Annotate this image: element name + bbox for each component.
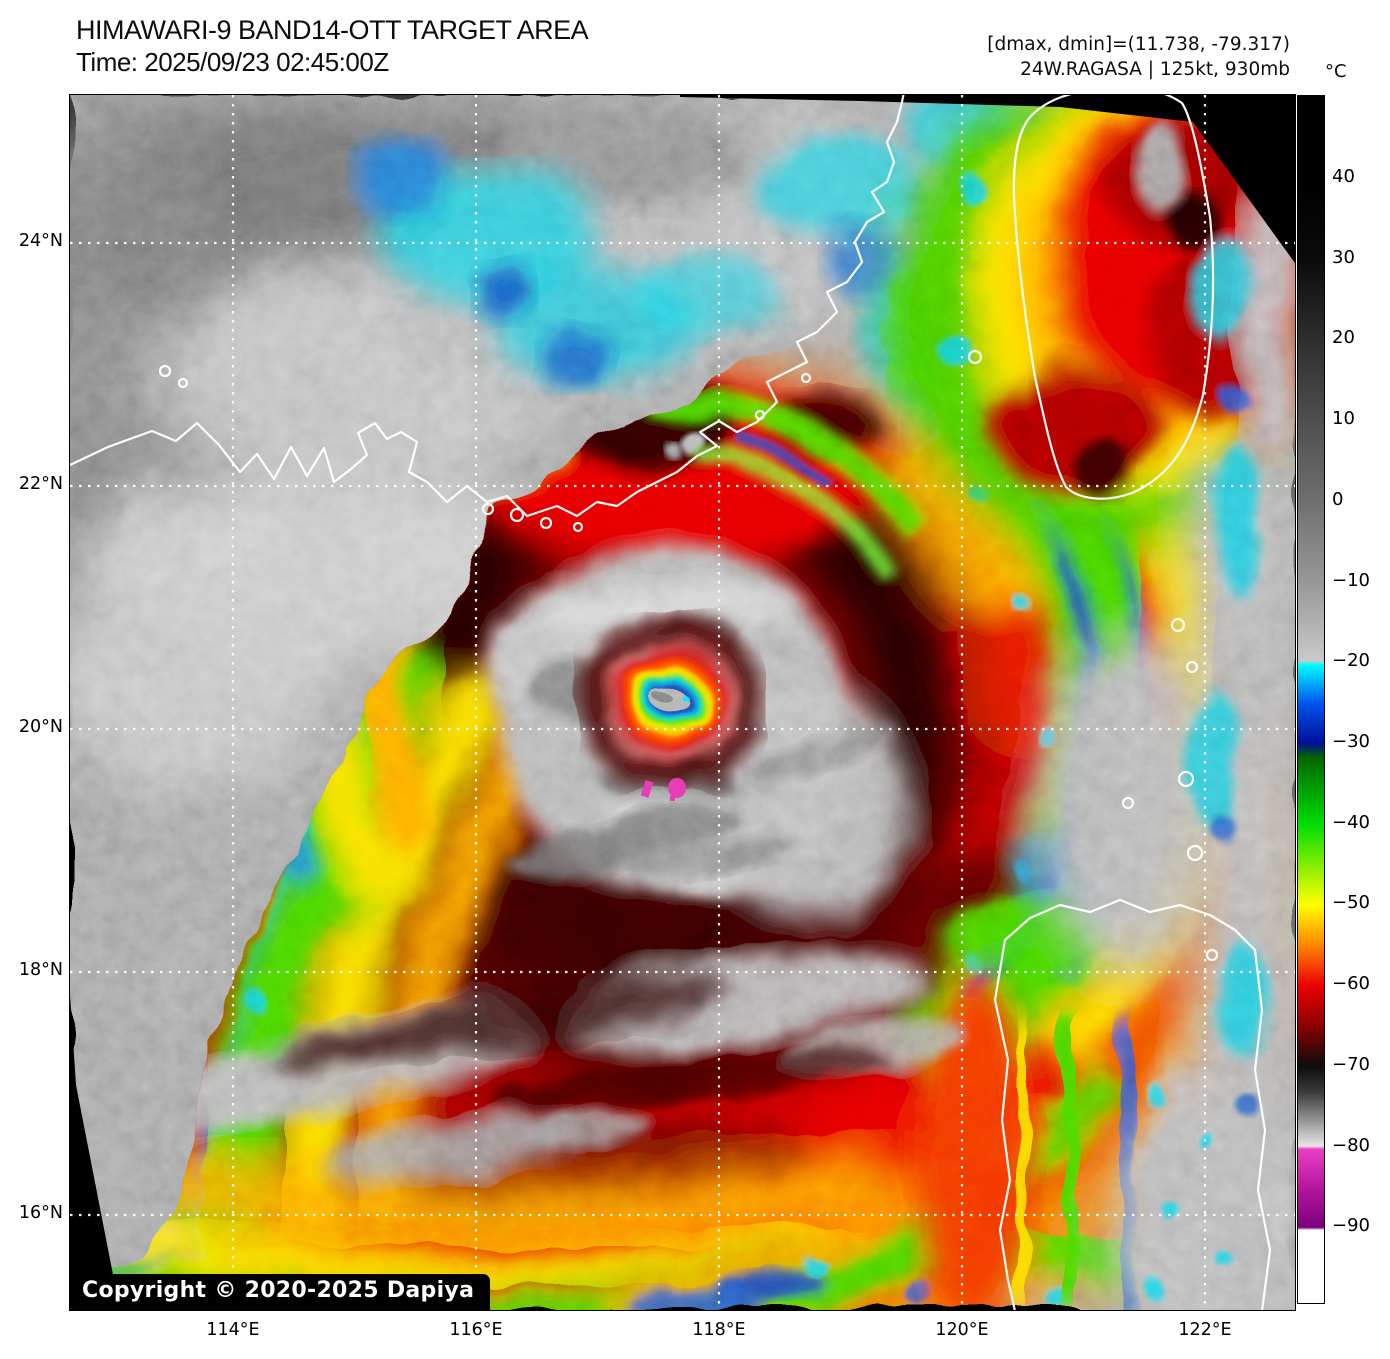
coastline-luzon-north (1003, 898, 1257, 952)
lon-tick-label: 114°E (206, 1320, 260, 1340)
colorbar-tick-label: −60 (1332, 973, 1370, 995)
coastline-penghu (967, 349, 983, 365)
colorbar-tick-label: −10 (1332, 569, 1370, 591)
coastline-islet (1170, 617, 1186, 633)
coastline-islet (1185, 660, 1199, 674)
colorbar-tick-label: 40 (1332, 166, 1355, 187)
colorbar-tick-label: 10 (1332, 408, 1355, 430)
satellite-map: Copyright © 2020-2025 Dapiya (69, 94, 1296, 1311)
colorbar-tick-label: −80 (1332, 1134, 1370, 1156)
coastline-islet (800, 372, 812, 384)
coastline-islet (572, 521, 584, 533)
copyright-badge: Copyright © 2020-2025 Dapiya (70, 1274, 491, 1310)
colorbar-tick-label: −50 (1332, 892, 1370, 914)
stats-block: [dmax, dmin]=(11.738, -79.317) 24W.RAGAS… (987, 33, 1290, 83)
coastlines (70, 95, 1272, 1310)
noise-overlay-coarse (70, 95, 1295, 1310)
coastline-luzon-west (993, 938, 1016, 1310)
lat-tick-label: 24°N (18, 231, 63, 251)
lat-tick-label: 22°N (18, 474, 63, 494)
dmax-dmin-readout: [dmax, dmin]=(11.738, -79.317) (987, 34, 1290, 55)
colorbar-tick-label: −30 (1332, 730, 1370, 752)
coastline-islet (1205, 948, 1219, 962)
satellite-image (70, 95, 1295, 1310)
coastline-luzon-east (1253, 948, 1272, 1310)
colorbar (1297, 95, 1325, 1304)
colorbar-tick-label: 30 (1332, 246, 1355, 268)
timestamp: Time: 2025/09/23 02:45:00Z (76, 46, 389, 77)
coastline-islet (509, 507, 525, 523)
lat-tick-label: 18°N (18, 960, 63, 980)
coldest-pixel-marks (640, 778, 686, 801)
coastline-islet (1177, 770, 1195, 788)
coastline-islet (481, 502, 495, 516)
coastline-islet (177, 377, 189, 389)
coastline-taiwan (1012, 95, 1215, 500)
storm-info: 24W.RAGASA | 125kt, 930mb (1020, 58, 1290, 80)
swath-edge-mask (70, 95, 1295, 1310)
page-title: HIMAWARI-9 BAND14-OTT TARGET AREA (76, 15, 589, 45)
lon-tick-label: 120°E (935, 1320, 989, 1340)
title-block: HIMAWARI-9 BAND14-OTT TARGET AREA Time: … (76, 14, 589, 79)
coastline-islet (539, 516, 553, 530)
coastline-islet (1186, 844, 1204, 862)
coastline-islet (754, 409, 766, 421)
gridlines (70, 95, 1295, 1310)
lon-tick-label: 122°E (1178, 1320, 1232, 1340)
lon-tick-label: 118°E (692, 1320, 746, 1340)
coastline-islet (158, 364, 172, 378)
lon-tick-label: 116°E (449, 1320, 503, 1340)
coastline-islet (1121, 796, 1135, 810)
colorbar-unit-label: °C (1325, 61, 1347, 82)
colorbar-tick-label: 20 (1332, 327, 1355, 349)
colorbar-tick-label: −90 (1332, 1215, 1370, 1237)
colorbar-tick-label: −20 (1332, 650, 1370, 672)
colorbar-tick-label: 0 (1332, 488, 1344, 510)
lat-tick-label: 20°N (18, 717, 63, 737)
lat-tick-label: 16°N (18, 1203, 63, 1223)
colorbar-tick-label: −40 (1332, 811, 1370, 833)
colorbar-tick-label: −70 (1332, 1053, 1370, 1075)
coastline-south-china (70, 95, 905, 518)
